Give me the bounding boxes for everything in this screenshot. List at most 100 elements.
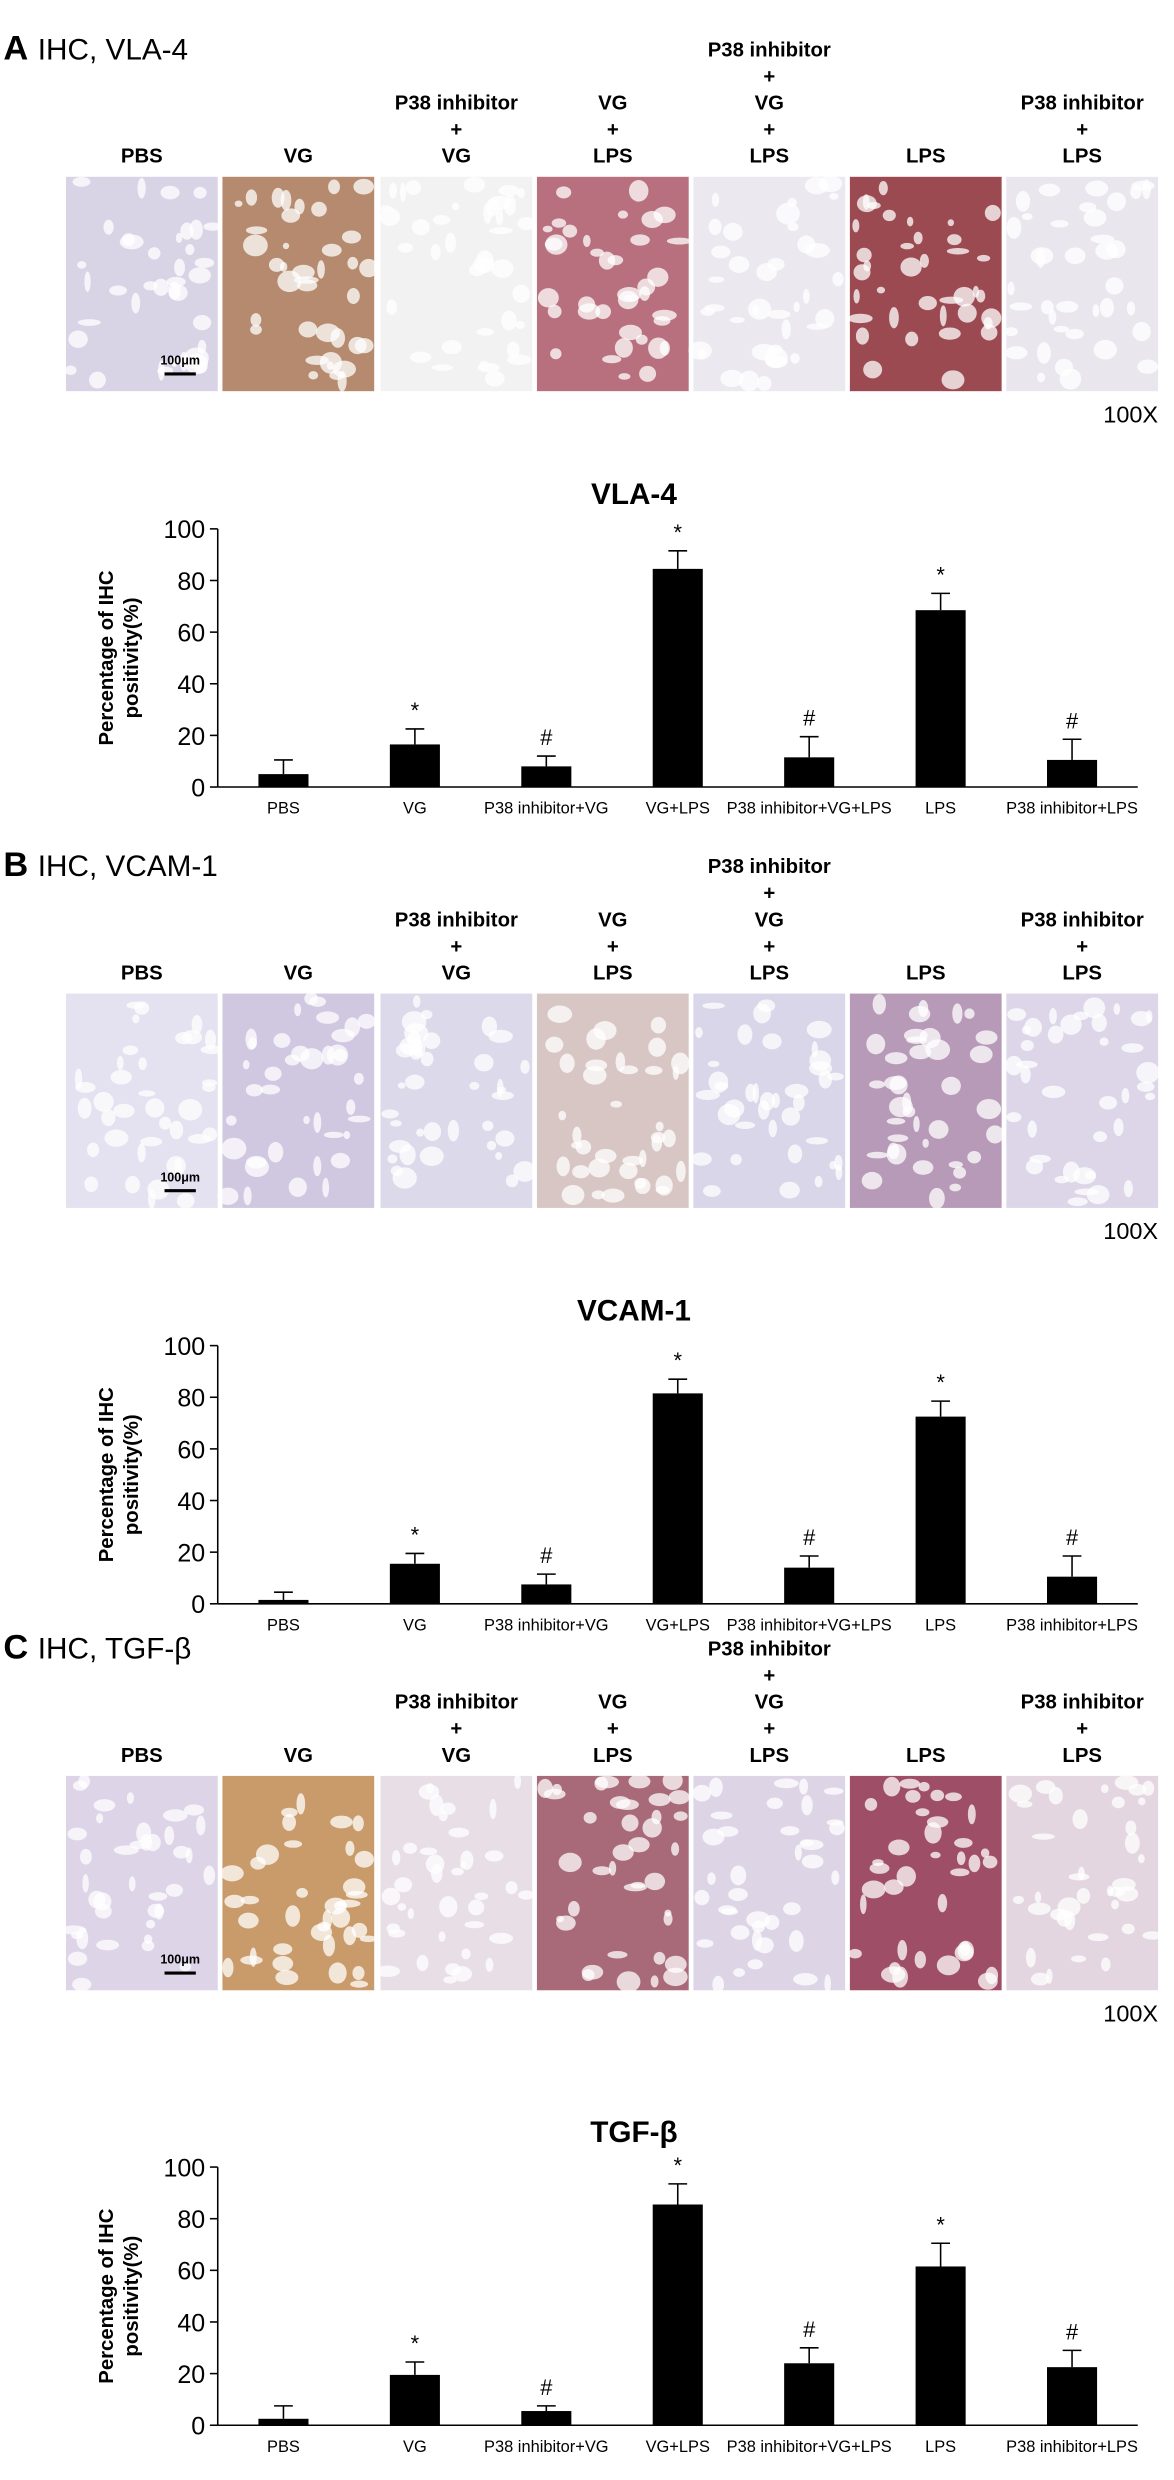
- alveolus: [924, 1822, 942, 1844]
- alveolus: [610, 1100, 622, 1108]
- alveolus: [544, 237, 563, 251]
- alveolus: [1062, 1161, 1080, 1183]
- alveolus: [185, 244, 195, 256]
- alveolus: [96, 1813, 104, 1824]
- alveolus: [381, 1887, 401, 1906]
- alveolus: [752, 304, 760, 316]
- alveolus: [929, 1187, 945, 1209]
- image-label: P38 inhibitor: [1021, 93, 1144, 115]
- image-label: P38 inhibitor: [395, 93, 518, 115]
- alveolus: [353, 178, 374, 195]
- micrograph-bg: [849, 176, 1002, 392]
- significance-mark: #: [803, 706, 816, 731]
- alveolus: [793, 1973, 818, 1986]
- alveolus: [757, 1100, 770, 1120]
- alveolus: [896, 1866, 916, 1887]
- alveolus: [322, 1934, 336, 1957]
- alveolus: [913, 231, 923, 245]
- alveolus: [394, 1877, 413, 1893]
- alveolus: [255, 1844, 279, 1865]
- alveolus: [405, 180, 421, 196]
- alveolus: [1020, 1040, 1034, 1052]
- alveolus: [1034, 1891, 1042, 1904]
- alveolus: [915, 1808, 930, 1817]
- alveolus: [739, 370, 760, 392]
- alveolus: [545, 1036, 564, 1053]
- alveolus: [282, 242, 290, 250]
- alveolus: [345, 1840, 355, 1856]
- alveolus: [145, 1098, 165, 1118]
- alveolus: [93, 1892, 112, 1911]
- alveolus: [403, 1842, 418, 1854]
- significance-mark: #: [1066, 2319, 1079, 2344]
- alveolus: [945, 1792, 962, 1802]
- alveolus: [568, 1901, 580, 1917]
- alveolus: [431, 364, 454, 371]
- alveolus: [1024, 1017, 1042, 1037]
- alveolus: [1113, 1118, 1124, 1137]
- alveolus: [914, 1950, 926, 1969]
- alveolus: [281, 1807, 298, 1818]
- bar: [389, 744, 440, 788]
- image-label: VG: [284, 1745, 313, 1767]
- alveolus: [409, 351, 432, 363]
- alveolus: [639, 365, 657, 382]
- alveolus: [956, 1851, 966, 1866]
- alveolus: [780, 1826, 800, 1836]
- alveolus: [1099, 1096, 1118, 1110]
- alveolus: [330, 1152, 351, 1169]
- micrograph: [1006, 1775, 1163, 1991]
- alveolus: [330, 1815, 353, 1829]
- alveolus: [165, 1883, 183, 1897]
- alveolus: [572, 1126, 582, 1145]
- alveolus: [1032, 1833, 1055, 1840]
- alveolus: [832, 271, 844, 287]
- alveolus: [1036, 342, 1051, 364]
- image-label: PBS: [121, 1745, 163, 1767]
- alveolus: [793, 1094, 805, 1112]
- alveolus: [1038, 183, 1061, 197]
- alveolus: [981, 308, 1002, 328]
- bar: [1047, 2367, 1098, 2426]
- alveolus: [76, 1927, 89, 1950]
- alveolus: [648, 1793, 671, 1807]
- alveolus: [324, 1897, 347, 1915]
- alveolus: [888, 1839, 910, 1856]
- alveolus: [1025, 1947, 1036, 1968]
- alveolus: [431, 1863, 443, 1883]
- alveolus: [752, 1920, 766, 1933]
- alveolus: [137, 1143, 146, 1163]
- alveolus: [906, 216, 914, 227]
- alveolus: [121, 233, 135, 247]
- alveolus: [676, 1160, 686, 1183]
- alveolus: [801, 1795, 813, 1816]
- alveolus: [469, 1081, 480, 1090]
- alveolus: [967, 1150, 982, 1164]
- y-tick-label: 20: [177, 1540, 205, 1568]
- alveolus: [284, 1054, 301, 1066]
- alveolus: [411, 219, 430, 236]
- alveolus: [1007, 1008, 1027, 1021]
- alveolus: [224, 1894, 245, 1909]
- alveolus: [712, 1975, 725, 1994]
- alveolus: [550, 348, 562, 360]
- alveolus: [138, 1057, 147, 1070]
- alveolus: [695, 1026, 703, 1039]
- alveolus: [700, 307, 715, 316]
- alveolus: [506, 341, 520, 359]
- alveolus: [484, 1850, 504, 1862]
- micrograph: [61, 1774, 218, 1992]
- alveolus: [692, 1784, 712, 1802]
- alveolus: [443, 1976, 457, 1984]
- alveolus: [1136, 1081, 1155, 1092]
- alveolus: [730, 1154, 742, 1166]
- alveolus: [173, 1845, 190, 1859]
- scale-bar-label: 100μm: [160, 1953, 200, 1967]
- significance-mark: #: [1066, 1525, 1079, 1550]
- alveolus: [872, 994, 886, 1015]
- alveolus: [776, 202, 800, 225]
- panel-letter: B: [3, 846, 28, 884]
- alveolus: [113, 1845, 139, 1855]
- y-tick-label: 0: [191, 2413, 205, 2441]
- alveolus: [357, 1013, 376, 1029]
